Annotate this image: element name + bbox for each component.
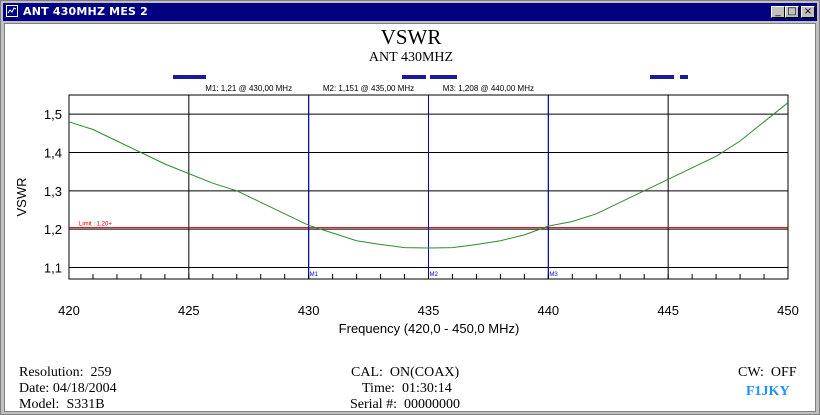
graph-app-icon[interactable] [6,5,18,17]
y-tick-label: 1,3 [44,184,62,199]
marker-status-bar [402,75,426,79]
y-tick-label: 1,2 [44,222,62,237]
marker-status-bar [680,75,688,79]
x-tick-label: 425 [178,303,200,318]
serial-text: Serial #: 00000000 [350,397,461,412]
time-text: Time: 01:30:14 [362,381,452,396]
date-text: Date: 04/18/2004 [19,381,117,396]
marker-tag-m1: M1 [310,272,319,278]
marker-label-m3: M3: 1,208 @ 440,00 MHz [443,84,534,93]
minimize-button[interactable]: _ [771,6,785,18]
marker-tag-m2: M2 [430,272,439,278]
chart-title: VSWR [381,25,442,49]
y-tick-label: 1,4 [44,146,62,161]
marker-status-bar [430,75,457,79]
y-axis-label: VSWR [14,178,29,217]
marker-label-m2: M2: 1,151 @ 435,00 MHz [323,84,414,93]
cal-text: CAL: ON(COAX) [351,365,460,380]
x-axis-label: Frequency (420,0 - 450,0 MHz) [339,321,520,336]
vswr-chart: VSWR ANT 430MHZ M1: 1,21 @ 430,00 MHz M2:… [14,25,799,336]
title-bar[interactable]: ANT 430MHZ MES 2 _ □ × [3,3,817,21]
marker-status-bar [650,75,674,79]
close-button[interactable]: × [801,6,815,18]
y-tick-label: 1,5 [44,107,62,122]
x-tick-label: 420 [58,303,80,318]
marker-tag-m3: M3 [549,272,558,278]
x-tick-label: 450 [777,303,799,318]
window-title: ANT 430MHZ MES 2 [23,5,149,18]
x-tick-label: 440 [537,303,559,318]
x-tick-label: 430 [298,303,320,318]
marker-label-m1: M1: 1,21 @ 430,00 MHz [205,84,292,93]
cw-text: CW: OFF [738,365,797,380]
resolution-text: Resolution: 259 [19,365,112,380]
x-tick-label: 435 [418,303,440,318]
y-tick-label: 1,1 [44,261,62,276]
limit-label: Limit : 1,20+ [79,222,112,228]
brand-text: F1JKY [746,384,790,399]
model-text: Model: S331B [19,397,105,412]
plot-area-panel: VSWR ANT 430MHZ M1: 1,21 @ 430,00 MHz M2:… [4,23,816,412]
series-line-0 [68,102,789,249]
x-tick-label: 445 [657,303,679,318]
maximize-button[interactable]: □ [785,6,799,18]
chart-subtitle: ANT 430MHZ [369,50,453,65]
marker-status-bar [173,75,206,79]
